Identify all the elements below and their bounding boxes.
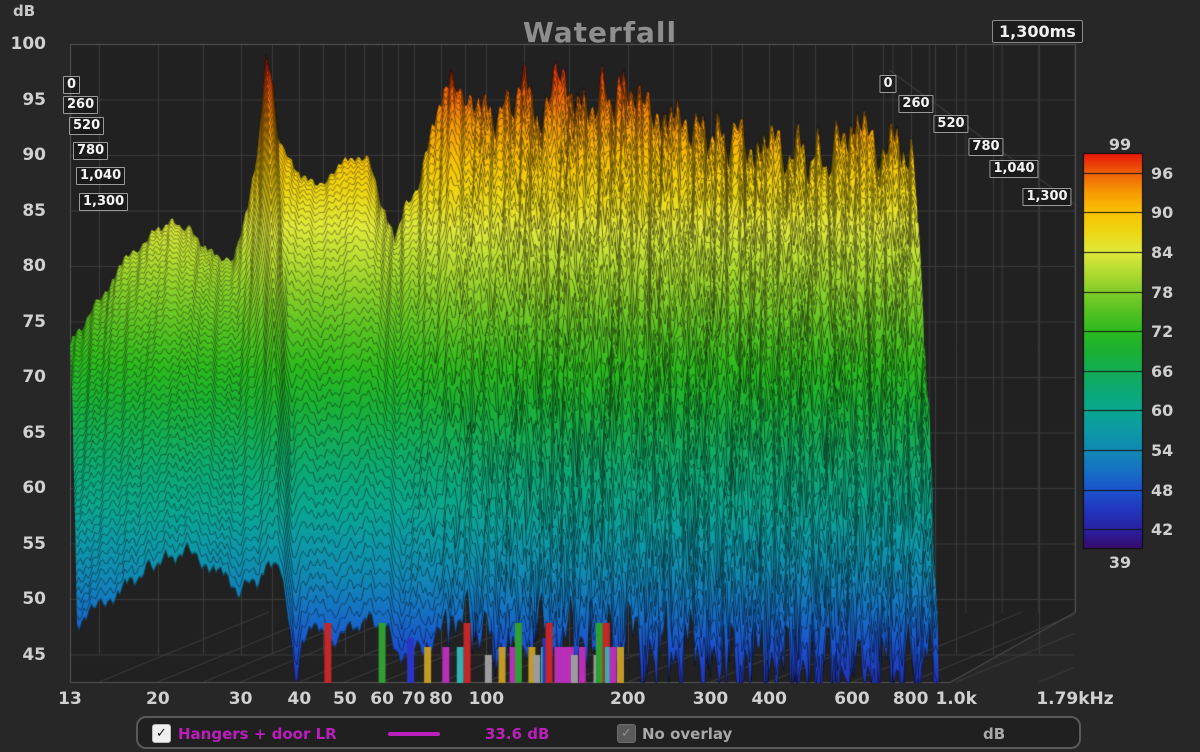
time-tick-left-label: 1,300	[79, 193, 129, 211]
freq-tick-label: 600	[834, 689, 870, 709]
colorbar-tick-label: 42	[1151, 520, 1174, 540]
db-tick-label: 75	[22, 311, 46, 332]
measurement-name-label[interactable]: Hangers + door LR	[178, 725, 337, 743]
time-tick-right-label: 260	[898, 95, 934, 113]
db-tick-label: 60	[22, 478, 46, 498]
db-tick-label: 95	[22, 89, 46, 110]
colorbar-tick-label: 54	[1151, 441, 1174, 460]
db-tick-label: 100	[10, 34, 47, 54]
time-tick-right-label: 1,040	[989, 160, 1039, 178]
time-tick-left-label: 520	[69, 117, 105, 135]
legend-unit-label: dB	[983, 725, 1006, 743]
time-tick-left-label: 1,040	[76, 167, 126, 185]
colorbar-tick-label: 90	[1151, 203, 1174, 223]
colorbar-tick-label: 78	[1151, 282, 1174, 302]
colorbar-tick-label: 84	[1151, 243, 1174, 262]
legend-bar: ✓ Hangers + door LR 33.6 dB ✓ No overlay…	[136, 716, 1081, 749]
colorbar-tick-label: 60	[1151, 401, 1174, 421]
db-tick-label: 70	[22, 367, 46, 387]
time-tick-right-label: 520	[933, 115, 969, 133]
page-title: Waterfall	[522, 16, 678, 49]
db-tick-label: 45	[22, 644, 46, 665]
freq-tick-label: 80	[428, 689, 453, 709]
db-axis-unit-label: dB	[13, 2, 36, 20]
measurement-color-swatch	[388, 732, 440, 736]
db-tick-label: 80	[22, 256, 46, 276]
time-window-badge: 1,300ms	[992, 20, 1083, 43]
measurement-checkbox[interactable]: ✓	[152, 724, 171, 743]
db-tick-label: 85	[22, 200, 46, 221]
time-tick-left-label: 0	[63, 76, 81, 94]
colorbar-tick-label: 66	[1151, 361, 1174, 381]
db-tick-label: 90	[22, 145, 46, 165]
freq-tick-label: 70	[401, 689, 426, 709]
freq-tick-label: 400	[751, 689, 787, 709]
freq-tick-label: 300	[692, 689, 729, 709]
freq-tick-label: 1.0k	[935, 689, 977, 709]
freq-tick-label: 1.79kHz	[1036, 689, 1114, 709]
no-overlay-label[interactable]: No overlay	[642, 725, 733, 743]
freq-tick-label: 200	[610, 689, 646, 709]
time-tick-left-label: 780	[73, 142, 109, 160]
time-tick-right-label: 780	[968, 138, 1004, 156]
freq-tick-label: 30	[228, 689, 253, 709]
level-readout-label: 33.6 dB	[485, 725, 550, 743]
colorbar-tick-label: 72	[1151, 322, 1174, 342]
freq-tick-label: 100	[468, 689, 505, 709]
freq-tick-label: 13	[58, 689, 82, 709]
time-tick-right-label: 1,300	[1022, 188, 1072, 206]
freq-tick-label: 800	[892, 689, 929, 709]
db-tick-label: 55	[22, 533, 46, 554]
colorbar-tick-label: 48	[1151, 480, 1174, 500]
freq-tick-label: 60	[370, 689, 394, 709]
freq-tick-label: 40	[287, 689, 312, 709]
colorbar-min-label: 39	[1108, 553, 1132, 572]
no-overlay-checkbox[interactable]: ✓	[617, 724, 636, 743]
freq-tick-label: 20	[146, 689, 170, 709]
db-tick-label: 65	[22, 422, 46, 443]
freq-tick-label: 50	[333, 689, 357, 709]
time-tick-left-label: 260	[63, 96, 99, 114]
colorbar-tick-label: 96	[1151, 163, 1174, 183]
db-tick-label: 50	[22, 589, 46, 609]
time-tick-right-label: 0	[879, 75, 897, 93]
colorbar-max-label: 99	[1108, 135, 1132, 154]
